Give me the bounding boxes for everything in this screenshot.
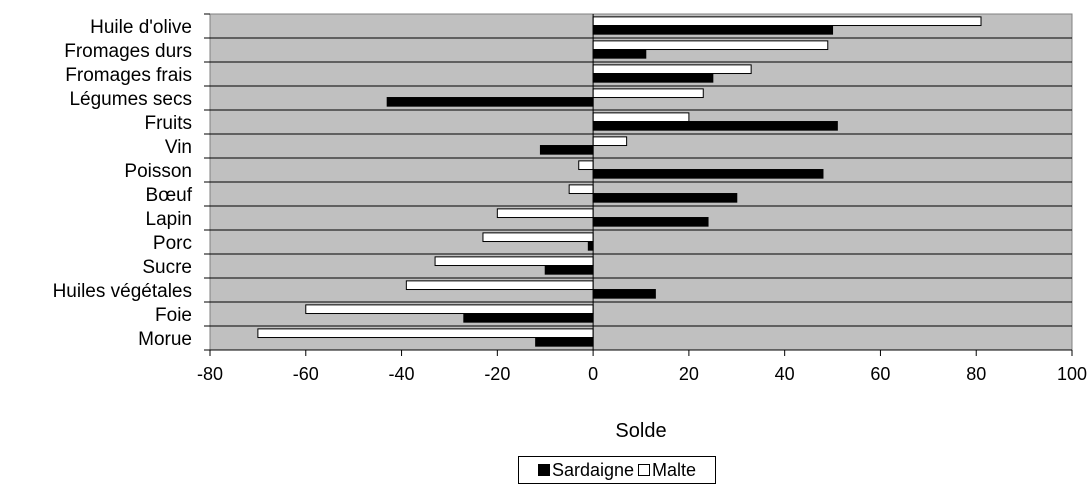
- x-tick-label: -20: [484, 364, 510, 384]
- bar-malte: [434, 256, 594, 267]
- bar-sardaigne: [587, 241, 594, 251]
- x-tick-label: -60: [293, 364, 319, 384]
- legend: Sardaigne Malte: [518, 456, 716, 484]
- x-tick-label: 0: [588, 364, 598, 384]
- category-label: Sucre: [142, 257, 192, 278]
- bar-sardaigne: [592, 289, 656, 299]
- legend-label-sardaigne: Sardaigne: [551, 459, 635, 480]
- bar-sardaigne: [592, 169, 824, 179]
- bar-sardaigne: [535, 337, 594, 347]
- x-tick-label: 60: [870, 364, 890, 384]
- x-tick-label: -80: [197, 364, 223, 384]
- category-label: Lapin: [146, 209, 193, 230]
- category-label: Huile d'olive: [90, 17, 192, 38]
- bar-sardaigne: [539, 145, 594, 155]
- x-tick-label: 20: [679, 364, 699, 384]
- category-label: Poisson: [124, 161, 192, 182]
- bar-sardaigne: [592, 25, 834, 35]
- x-tick-label: 80: [966, 364, 986, 384]
- bar-malte: [592, 64, 752, 75]
- bar-malte: [592, 40, 829, 51]
- category-label: Morue: [138, 329, 192, 350]
- legend-swatch-malte: [638, 464, 651, 476]
- category-label: Fromages durs: [64, 41, 192, 62]
- bar-malte: [592, 136, 628, 147]
- bar-malte: [578, 160, 594, 171]
- bar-malte: [592, 112, 690, 123]
- legend-swatch-sardaigne: [537, 464, 550, 476]
- bar-malte: [305, 304, 594, 315]
- bar-malte: [592, 88, 704, 99]
- bar-sardaigne: [592, 193, 738, 203]
- x-tick-label: 100: [1057, 364, 1087, 384]
- bar-sardaigne: [386, 97, 594, 107]
- x-tick-label: 40: [775, 364, 795, 384]
- category-label: Bœuf: [146, 185, 193, 206]
- bar-malte: [568, 184, 594, 195]
- chart-svg: -80 -60 -40 -20 0 20 40 60 80 100 Huile d'olive Fro…: [53, 13, 1087, 442]
- legend-entry-sardaigne: Sardaigne: [537, 459, 635, 481]
- bar-sardaigne: [592, 73, 714, 83]
- bar-sardaigne: [592, 217, 709, 227]
- bar-malte: [496, 208, 594, 219]
- bar-sardaigne: [463, 313, 594, 323]
- bar-sardaigne: [544, 265, 594, 275]
- bar-malte: [405, 280, 594, 291]
- bar-malte: [592, 16, 982, 27]
- category-label: Légumes secs: [69, 89, 192, 110]
- bar-malte: [257, 328, 594, 339]
- category-label: Foie: [155, 305, 192, 326]
- bar-sardaigne: [592, 121, 838, 131]
- bar-sardaigne: [592, 49, 647, 59]
- category-label: Vin: [165, 137, 192, 158]
- x-tick-label: -40: [389, 364, 415, 384]
- category-label: Porc: [153, 233, 192, 254]
- bar-malte: [482, 232, 594, 243]
- category-label: Fromages frais: [65, 65, 192, 86]
- category-label: Fruits: [145, 113, 193, 134]
- legend-entry-malte: Malte: [638, 460, 696, 481]
- x-axis-title: Solde: [615, 420, 666, 442]
- category-label: Huiles végétales: [53, 281, 192, 302]
- legend-label-malte: Malte: [652, 459, 697, 480]
